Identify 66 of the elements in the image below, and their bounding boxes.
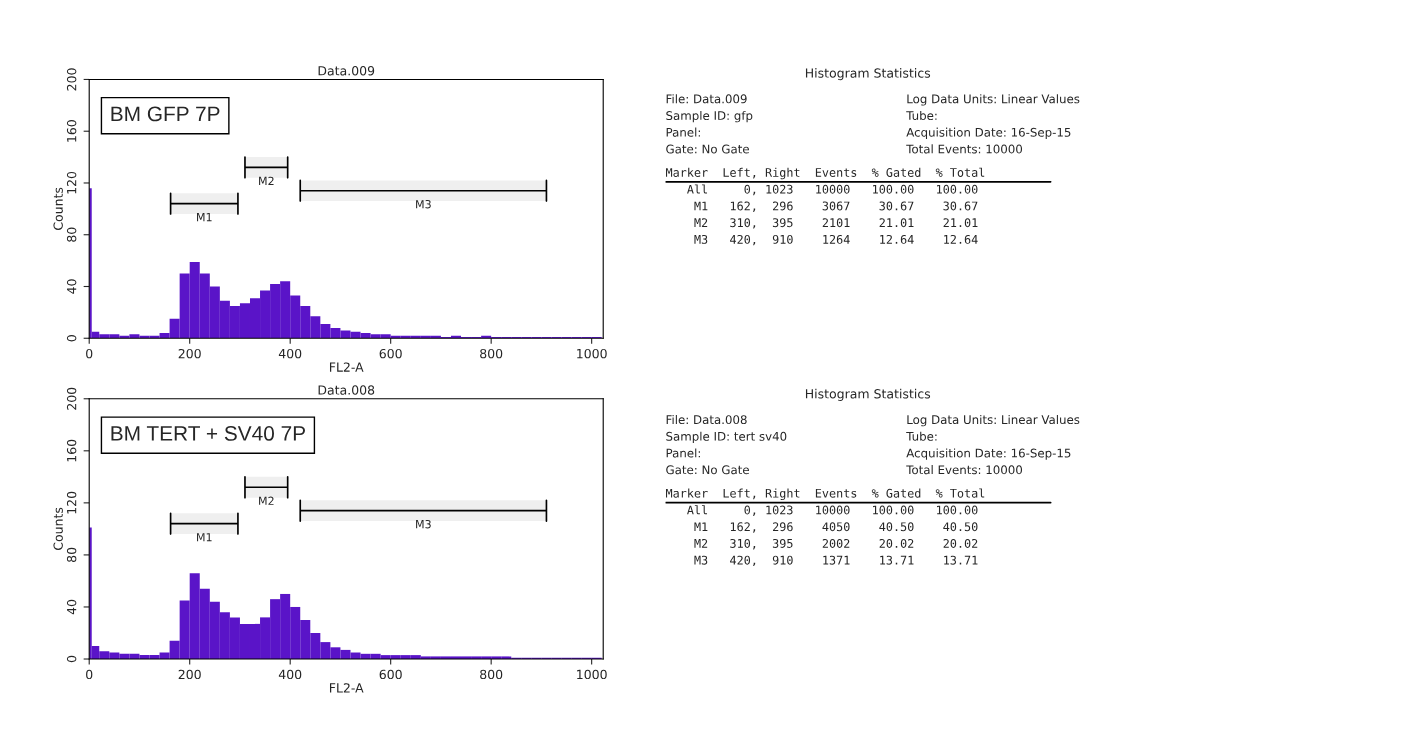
text: Gate: No Gate <box>666 144 749 154</box>
text: Acquisition Date: 16-Sep-15 <box>906 127 1071 140</box>
text: Tube: <box>906 110 937 121</box>
text: M2 310, 395 2101 21.01 21.01 <box>694 218 978 229</box>
text: Marker Left, Right Events % Gated % Total <box>666 488 985 501</box>
x-tick-label: 200 <box>178 348 201 359</box>
y-tick-label: 200 <box>66 387 77 410</box>
band-label: M3 <box>416 519 431 529</box>
y-tick-label: 200 <box>66 68 77 91</box>
text: Tube: <box>906 431 937 441</box>
y-tick-label: 80 <box>66 547 77 563</box>
text: M1 162, 296 4050 40.50 40.50 <box>694 522 978 533</box>
y-tick-label: 80 <box>66 227 77 242</box>
text: M3 420, 910 1264 12.64 12.64 <box>694 234 978 246</box>
x-axis-title: FL2-A <box>330 362 364 372</box>
y-axis-title: Counts <box>53 507 63 550</box>
text: M3 420, 910 1371 13.71 13.71 <box>694 555 978 567</box>
annotation: BM GFP 7P <box>111 106 220 122</box>
text: Sample ID: gfp <box>666 110 753 123</box>
text: Log Data Units: Linear Values <box>907 94 1080 106</box>
text: Panel: <box>666 448 700 458</box>
x-tick-label: 0 <box>86 669 93 680</box>
text: Histogram Statistics <box>805 388 931 401</box>
x-axis-title: FL2-A <box>330 683 364 693</box>
text: Panel: <box>666 127 700 137</box>
x-tick-label: 800 <box>480 348 503 359</box>
band-label: M1 <box>197 213 212 222</box>
y-tick-label: 40 <box>66 599 77 615</box>
y-axis-title: Counts <box>53 187 63 230</box>
x-tick-label: 400 <box>278 669 302 680</box>
text: Histogram Statistics <box>805 68 931 81</box>
text: All 0, 1023 10000 100.00 100.00 <box>687 505 978 516</box>
x-tick-label: 600 <box>379 669 402 680</box>
band-label: M2 <box>259 496 274 505</box>
annotation: BM TERT + SV40 7P <box>111 426 305 441</box>
text: Acquisition Date: 16-Sep-15 <box>906 448 1071 460</box>
text: File: Data.008 <box>666 414 747 425</box>
y-tick-label: 0 <box>66 655 77 663</box>
text: Total Events: 10000 <box>906 465 1023 475</box>
band-label: M2 <box>259 176 274 185</box>
x-tick-label: 200 <box>178 669 201 680</box>
y-tick-label: 160 <box>66 439 77 462</box>
text: Total Events: 10000 <box>906 144 1023 154</box>
y-tick-label: 120 <box>66 171 77 194</box>
x-tick-label: 1000 <box>577 348 607 359</box>
x-tick-label: 0 <box>86 348 93 359</box>
x-tick-label: 400 <box>278 348 302 359</box>
text: File: Data.009 <box>666 94 747 104</box>
text: All 0, 1023 10000 100.00 100.00 <box>687 184 978 196</box>
text: Gate: No Gate <box>666 465 749 475</box>
y-tick-label: 160 <box>66 120 77 142</box>
text: Log Data Units: Linear Values <box>907 414 1080 427</box>
x-tick-label: 1000 <box>577 669 607 680</box>
band-label: M1 <box>197 533 212 542</box>
band-label: M3 <box>416 200 431 209</box>
y-tick-label: 0 <box>66 335 77 342</box>
y-tick-label: 120 <box>66 491 77 514</box>
text: Sample ID: tert sv40 <box>666 431 787 444</box>
text: M1 162, 296 3067 30.67 30.67 <box>694 201 978 212</box>
y-tick-label: 40 <box>66 279 77 294</box>
text: Marker Left, Right Events % Gated % Total <box>666 167 985 180</box>
text: M2 310, 395 2002 20.02 20.02 <box>694 538 978 550</box>
x-tick-label: 800 <box>480 669 503 680</box>
chart-title: Data.008 <box>318 385 375 395</box>
x-tick-label: 600 <box>379 348 402 359</box>
chart-title: Data.009 <box>318 66 375 76</box>
